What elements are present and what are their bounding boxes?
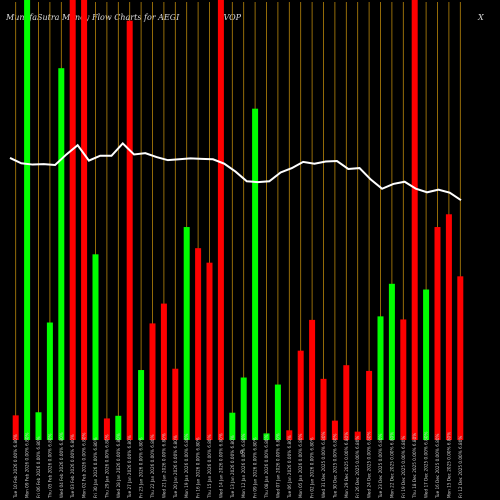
bar-1 — [24, 0, 31, 440]
x-tick-label: Tue 06 Jan 2026 0.00% 6.80% — [287, 435, 292, 499]
x-tick-label: Mon 22 Dec 2025 0.00% 6.80% — [389, 432, 394, 498]
bar-17 — [206, 262, 213, 440]
x-tick-label: Tue 13 Jan 2026 0.00% 6.80% — [230, 435, 235, 499]
x-tick-label: Wed 14 Jan 2026 0.00% 6.80% — [218, 433, 223, 498]
bar-35 — [411, 0, 418, 440]
bar-11 — [138, 370, 145, 440]
x-tick-label: Tue 16 Dec 2025 0.00% 6.80% — [435, 433, 440, 499]
x-tick-label: Mon 29 Dec 2025 0.00% 6.80% — [344, 432, 349, 498]
x-tick-label: Fri 19 Dec 2025 0.00% 6.80% — [401, 436, 406, 498]
x-tick-label: Mon 09 Feb 2026 0.00% 6.80% — [25, 432, 30, 498]
bar-8 — [103, 418, 110, 440]
chart-title-symbol: SVOP — [218, 13, 242, 22]
chart-title: MunafaSutra Money Flow Charts for AEGI — [6, 13, 180, 22]
bar-9 — [115, 415, 122, 440]
money-flow-line — [9, 142, 462, 202]
x-tick-label: Fri 02 Jan 2026 0.00% 6.80% — [310, 437, 315, 498]
x-tick-label: Fri 30 Jan 2026 0.00% 6.80% — [93, 437, 98, 498]
x-tick-label: Tue 20 Jan 2026 0.00% 6.80% — [173, 435, 178, 499]
x-tick-labels: Tue 10 Feb 2026 0.00% 6.80% Mon 09 Feb 20… — [13, 432, 463, 499]
x-tick-label: Thu 08 Jan 2026 0.00% 6.80% — [264, 434, 269, 499]
bar-23 — [274, 384, 281, 440]
bar-series — [12, 0, 464, 441]
bar-14 — [172, 368, 179, 440]
x-tick-label: Mon 19 Jan 2026 0.00% 6.80% — [184, 433, 189, 498]
x-tick-label: Tue 10 Feb 2026 0.00% 6.80% — [13, 434, 18, 499]
x-tick-label: Wed 21 Jan 2026 0.00% 6.80% — [161, 433, 166, 498]
bar-30 — [354, 431, 361, 440]
x-tick-label: Wed 31 Dec 2025 0.00% 6.80% — [321, 432, 326, 498]
x-tick-label: Mon 02 Feb 2026 0.00% 6.80% — [82, 432, 87, 498]
bar-37 — [434, 227, 441, 440]
x-tick-label: Fri 09 Jan 2026 0.00% 6.80% — [253, 437, 258, 498]
x-tick-label: Fri 26 Dec 2025 0.00% 6.80% — [355, 436, 360, 498]
chart-title-suffix: X — [478, 13, 484, 22]
x-tick-label: Tue 23 Dec 2025 0.00% 6.80% — [378, 433, 383, 499]
bar-3 — [46, 322, 53, 440]
bar-27 — [320, 378, 327, 440]
bar-34 — [400, 319, 407, 440]
bar-39 — [457, 276, 464, 440]
x-tick-label: Mon 05 Jan 2026 0.00% 6.80% — [298, 433, 303, 498]
x-tick-label: Wed 04 Feb 2026 0.00% 6.80% — [59, 432, 64, 498]
x-tick-label: Thu 05 Feb 2026 0.00% 6.80% — [47, 433, 52, 499]
x-tick-label: Wed 28 Jan 2026 0.00% 6.80% — [116, 433, 121, 498]
x-tick-label: Wed 17 Dec 2025 0.00% 6.80% — [424, 432, 429, 498]
x-tick-label: Fri 12 Dec 2025 0.00% 6.80% — [458, 436, 463, 498]
bar-26 — [309, 319, 316, 440]
bar-18 — [217, 0, 224, 440]
x-tick-label: Fri 06 Feb 2026 0.00% 6.80% — [36, 436, 41, 498]
bar-10 — [126, 20, 133, 441]
x-tick-label: Fri 16 Jan 2026 0.00% 6.80% — [196, 437, 201, 498]
bar-19 — [229, 412, 236, 440]
x-tick-label: Thu 22 Jan 2026 0.00% 6.80% — [150, 434, 155, 499]
x-tick-label: Mon 15 Dec 2025 0.00% 6.80% — [446, 432, 451, 498]
x-tick-label: Thu 29 Jan 2026 0.00% 6.80% — [104, 434, 109, 499]
bar-31 — [366, 370, 373, 440]
bar-12 — [149, 323, 156, 440]
bar-25 — [297, 350, 304, 440]
bar-5 — [69, 0, 76, 440]
bar-13 — [160, 303, 167, 440]
x-tick-label: Mon 12 Jan 2026 0.00% 6.80% — [241, 433, 246, 498]
zero-tick-label: 0 — [240, 450, 243, 456]
bar-28 — [331, 420, 338, 440]
bar-20 — [240, 377, 247, 440]
bar-32 — [377, 316, 384, 440]
bar-16 — [195, 248, 202, 440]
bar-0 — [12, 415, 19, 440]
x-tick-label: Tue 27 Jan 2026 0.00% 6.80% — [127, 435, 132, 499]
bar-24 — [286, 430, 293, 440]
bar-33 — [388, 283, 395, 440]
bar-7 — [92, 254, 99, 440]
bar-38 — [445, 214, 452, 440]
bar-6 — [81, 0, 88, 440]
bar-21 — [252, 108, 259, 441]
bar-15 — [183, 227, 190, 440]
x-tick-label: Tue 03 Feb 2026 0.00% 6.80% — [70, 434, 75, 499]
bar-2 — [35, 412, 42, 440]
bar-29 — [343, 365, 350, 440]
x-tick-label: Wed 24 Dec 2025 0.00% 6.80% — [367, 432, 372, 498]
bar-22 — [263, 433, 270, 440]
bar-36 — [423, 289, 430, 440]
x-tick-label: Thu 18 Dec 2025 0.00% 6.80% — [412, 433, 417, 499]
x-tick-label: Fri 23 Jan 2026 0.00% 6.80% — [139, 437, 144, 498]
bar-4 — [58, 68, 65, 440]
x-tick-label: Tue 30 Dec 2025 0.00% 6.80% — [332, 433, 337, 499]
x-tick-label: Wed 07 Jan 2026 0.00% 6.80% — [275, 433, 280, 498]
x-tick-label: Thu 15 Jan 2026 0.00% 6.80% — [207, 434, 212, 499]
